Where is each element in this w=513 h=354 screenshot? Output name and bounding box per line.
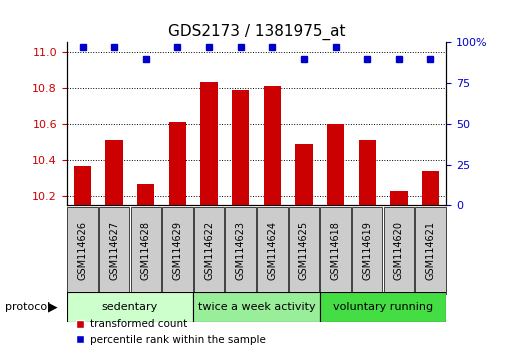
Text: GSM114624: GSM114624 — [267, 221, 278, 280]
Text: voluntary running: voluntary running — [333, 302, 433, 312]
Legend: transformed count, percentile rank within the sample: transformed count, percentile rank withi… — [72, 315, 270, 349]
Text: GSM114619: GSM114619 — [362, 221, 372, 280]
Bar — [137, 184, 154, 205]
FancyBboxPatch shape — [99, 207, 129, 294]
Text: GSM114623: GSM114623 — [235, 221, 246, 280]
Text: sedentary: sedentary — [102, 302, 158, 312]
FancyBboxPatch shape — [194, 207, 224, 294]
Text: GSM114628: GSM114628 — [141, 221, 151, 280]
Text: protocol: protocol — [5, 302, 50, 312]
Text: GSM114622: GSM114622 — [204, 221, 214, 280]
FancyBboxPatch shape — [289, 207, 319, 294]
FancyBboxPatch shape — [384, 207, 414, 294]
Text: twice a week activity: twice a week activity — [198, 302, 315, 312]
Bar — [169, 122, 186, 205]
Bar — [295, 144, 312, 205]
FancyBboxPatch shape — [162, 207, 192, 294]
Text: ▶: ▶ — [48, 301, 58, 314]
Bar — [106, 140, 123, 205]
Bar — [74, 166, 91, 205]
Bar — [390, 191, 407, 205]
Text: GSM114627: GSM114627 — [109, 221, 119, 280]
Text: GSM114625: GSM114625 — [299, 221, 309, 280]
Bar — [359, 140, 376, 205]
Text: GSM114618: GSM114618 — [330, 221, 341, 280]
Text: GSM114621: GSM114621 — [425, 221, 436, 280]
FancyBboxPatch shape — [321, 207, 351, 294]
Bar — [422, 171, 439, 205]
FancyBboxPatch shape — [131, 207, 161, 294]
Text: GSM114626: GSM114626 — [77, 221, 88, 280]
FancyBboxPatch shape — [193, 292, 320, 322]
Title: GDS2173 / 1381975_at: GDS2173 / 1381975_at — [168, 23, 345, 40]
FancyBboxPatch shape — [67, 292, 193, 322]
Text: GSM114629: GSM114629 — [172, 221, 183, 280]
FancyBboxPatch shape — [257, 207, 287, 294]
Bar — [264, 86, 281, 205]
Bar — [327, 124, 344, 205]
FancyBboxPatch shape — [226, 207, 256, 294]
Bar — [232, 90, 249, 205]
FancyBboxPatch shape — [320, 292, 446, 322]
FancyBboxPatch shape — [416, 207, 446, 294]
Bar — [201, 82, 218, 205]
Text: GSM114620: GSM114620 — [394, 221, 404, 280]
FancyBboxPatch shape — [67, 207, 97, 294]
FancyBboxPatch shape — [352, 207, 382, 294]
